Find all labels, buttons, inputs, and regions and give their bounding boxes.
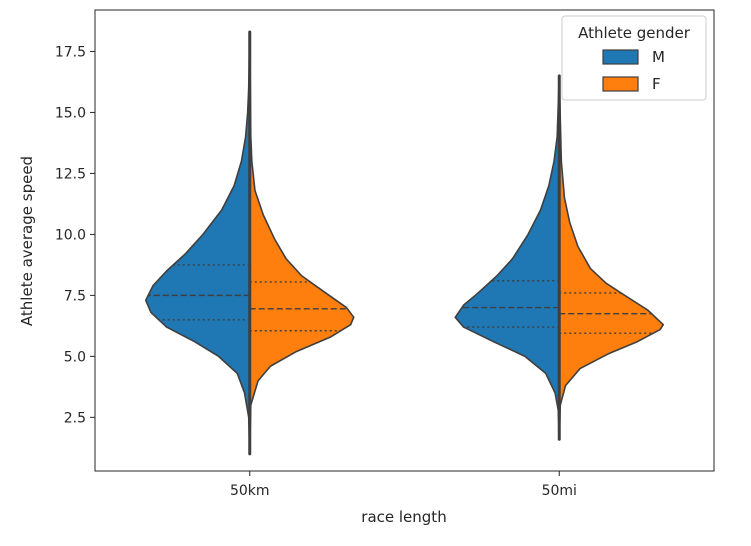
y-tick-label: 15.0: [55, 105, 86, 121]
legend-title: Athlete gender: [578, 24, 691, 42]
legend-swatch-m: [602, 49, 639, 65]
x-axis-label: race length: [361, 508, 446, 526]
y-tick-label: 2.5: [64, 410, 86, 426]
y-tick-label: 12.5: [55, 166, 86, 182]
y-tick-label: 17.5: [55, 44, 86, 60]
violin-m-50mi: [454, 75, 561, 441]
violin-f-50mi: [558, 75, 665, 441]
y-axis-ticks: 2.5 5.0 7.5 10.0 12.5 15.0 17.5: [55, 44, 95, 426]
violins-layer: [144, 30, 665, 456]
legend-swatch-f: [602, 76, 639, 92]
y-axis-label: Athlete average speed: [18, 156, 36, 326]
y-tick-label: 7.5: [64, 288, 86, 304]
legend: Athlete gender M F: [561, 15, 707, 101]
x-tick-label: 50mi: [542, 483, 577, 499]
legend-label-m: M: [652, 48, 665, 66]
violin-m-50km: [144, 31, 251, 455]
x-axis-ticks: 50km 50mi: [230, 471, 577, 499]
legend-label-f: F: [652, 75, 661, 93]
y-tick-label: 5.0: [64, 349, 86, 365]
x-tick-label: 50km: [230, 483, 270, 499]
plot-frame: [94, 9, 715, 472]
y-tick-label: 10.0: [55, 227, 86, 243]
